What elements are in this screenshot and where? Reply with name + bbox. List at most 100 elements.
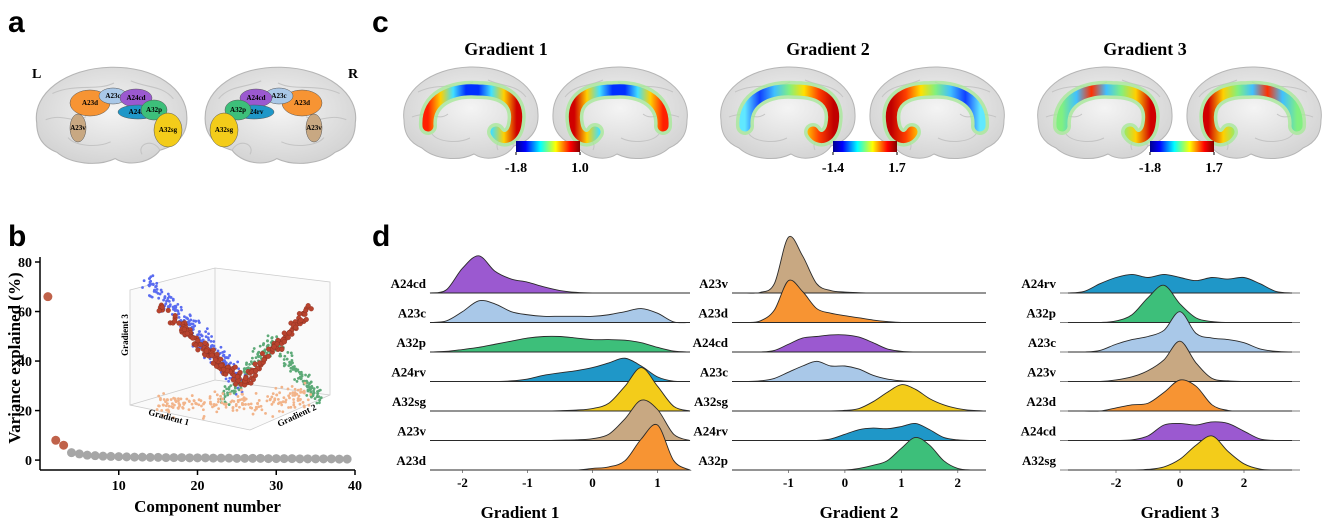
inset-point: [304, 374, 307, 377]
inset-point: [304, 382, 307, 385]
inset-point: [275, 335, 278, 338]
inset-point: [168, 405, 171, 408]
inset-point: [270, 403, 273, 406]
series-label: A24cd: [391, 276, 427, 291]
inset-point: [225, 406, 228, 409]
inset-point: [241, 398, 244, 401]
x-tick-label: 0: [1177, 475, 1184, 490]
data-point: [264, 454, 273, 463]
inset-point: [264, 348, 267, 351]
inset-point: [174, 397, 177, 400]
inset-axis-label: Gradient 3: [120, 314, 130, 356]
inset-point: [294, 406, 297, 409]
inset-point: [172, 306, 175, 309]
inset-point: [281, 410, 284, 413]
colorbar-label: -1.8: [505, 161, 527, 176]
inset-point: [193, 399, 196, 402]
x-tick-label: 20: [191, 479, 205, 494]
inset-point: [182, 407, 185, 410]
inset-point: [200, 399, 203, 402]
inset-point: [233, 365, 238, 370]
data-point: [51, 436, 60, 445]
inset-point: [231, 406, 234, 409]
inset-point: [213, 403, 216, 406]
inset-point: [289, 392, 292, 395]
inset-point: [255, 392, 258, 395]
data-point: [272, 454, 281, 463]
inset-point: [279, 355, 282, 358]
inset-point: [166, 308, 171, 313]
x-tick-label: 1: [654, 475, 661, 490]
data-point: [288, 454, 297, 463]
inset-point: [294, 388, 297, 391]
inset-point: [271, 336, 274, 339]
series-label: A32p: [698, 453, 728, 468]
inset-point: [216, 393, 219, 396]
inset-point: [141, 286, 144, 289]
inset-point: [280, 404, 283, 407]
region-label: A23c: [105, 92, 120, 100]
series-label: A32p: [1026, 306, 1056, 321]
inset-point: [237, 399, 240, 402]
data-point: [248, 454, 257, 463]
inset-point: [188, 408, 191, 411]
inset-point: [192, 319, 195, 322]
inset-point: [148, 294, 151, 297]
data-point: [335, 455, 344, 464]
inset-point: [197, 403, 200, 406]
inset-point: [248, 363, 251, 366]
data-point: [240, 454, 249, 463]
inset-point: [266, 354, 271, 359]
data-point: [91, 451, 100, 460]
inset-point: [260, 405, 263, 408]
inset-point: [251, 377, 256, 382]
data-point: [162, 453, 171, 462]
inset-point: [290, 352, 293, 355]
inset-point: [256, 402, 259, 405]
inset-point: [252, 413, 255, 416]
inset-point: [233, 382, 238, 387]
inset-point: [176, 309, 179, 312]
y-tick-label: 0: [25, 454, 32, 469]
inset-point: [282, 331, 287, 336]
inset-point: [203, 415, 206, 418]
inset-point: [221, 392, 224, 395]
inset-point: [243, 376, 248, 381]
inset-point: [272, 401, 275, 404]
data-point: [67, 448, 76, 457]
inset-point: [255, 407, 258, 410]
inset-point: [160, 289, 163, 292]
inset-point: [294, 391, 297, 394]
inset-point: [177, 321, 182, 326]
inset-point: [316, 386, 319, 389]
inset-point: [292, 401, 295, 404]
data-point: [232, 454, 241, 463]
x-axis-title: Component number: [134, 497, 281, 516]
region-label: A32sg: [215, 126, 234, 134]
inset-point: [278, 391, 281, 394]
inset-point: [307, 398, 310, 401]
inset-point: [229, 362, 232, 365]
ridge: [732, 385, 986, 411]
inset-point: [227, 356, 230, 359]
data-point: [201, 453, 210, 462]
ridge: [430, 336, 690, 352]
ridge: [732, 236, 986, 293]
inset-point: [266, 339, 269, 342]
inset-point: [189, 313, 192, 316]
inset-point: [203, 341, 208, 346]
ridge: [732, 423, 986, 440]
data-point: [319, 454, 328, 463]
inset-point: [220, 346, 223, 349]
inset-point: [289, 363, 292, 366]
region-label: A32p: [230, 106, 246, 114]
inset-point: [185, 331, 190, 336]
inset-point: [221, 398, 224, 401]
inset-point: [224, 395, 227, 398]
inset-point: [262, 343, 265, 346]
inset-point: [198, 342, 203, 347]
inset-point: [233, 389, 236, 392]
inset-point: [191, 394, 194, 397]
inset-point: [272, 344, 277, 349]
series-label: A32p: [396, 335, 426, 350]
